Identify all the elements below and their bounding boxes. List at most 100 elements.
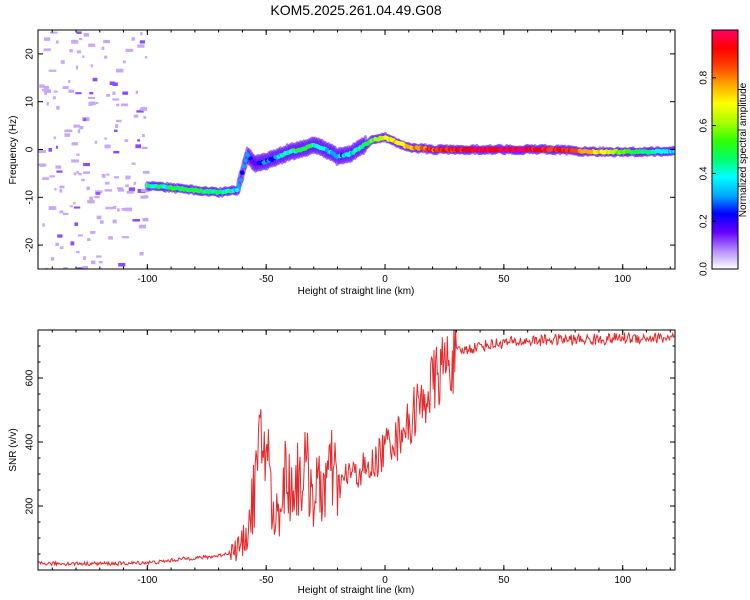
noise-speck — [104, 55, 108, 59]
noise-speck — [68, 80, 71, 83]
noise-speck — [122, 91, 129, 95]
noise-speck — [89, 91, 94, 95]
noise-speck — [90, 260, 96, 265]
noise-speck — [57, 234, 63, 238]
noise-speck — [138, 224, 146, 229]
noise-speck — [74, 222, 78, 226]
noise-speck — [82, 55, 85, 59]
spectrogram-marks — [38, 31, 675, 269]
snr-x-tick-label: -100 — [137, 575, 157, 586]
noise-speck — [73, 206, 81, 209]
colorbar-tick-label: 0.8 — [699, 70, 710, 84]
noise-speck — [118, 263, 126, 267]
ridge-core — [238, 177, 243, 183]
spectrogram-frame — [37, 29, 676, 270]
noise-speck — [125, 175, 131, 180]
snr-x-tick-label: -50 — [259, 575, 274, 586]
noise-speck — [140, 31, 143, 36]
snr-panel: -100 -50 0 50 100 200 400 600 Height of straigh… — [8, 329, 676, 596]
spec-x-tick-label: 50 — [498, 274, 510, 285]
noise-speck — [38, 163, 47, 166]
noise-speck — [121, 236, 130, 239]
noise-speck — [106, 94, 110, 97]
noise-speck — [64, 133, 71, 137]
noise-speck — [104, 137, 107, 140]
spectrogram-ylabel: Frequency (Hz) — [8, 116, 19, 185]
noise-speck — [43, 86, 50, 90]
noise-speck — [79, 38, 83, 41]
noise-speck — [113, 150, 120, 154]
noise-speck — [117, 208, 120, 212]
noise-speck — [141, 146, 148, 150]
noise-speck — [79, 125, 84, 130]
colorbar-label: Normalized spectral amplitude — [738, 82, 749, 217]
noise-speck — [62, 86, 69, 90]
noise-speck — [142, 134, 145, 138]
noise-speck — [76, 31, 82, 34]
noise-speck — [38, 150, 46, 153]
noise-speck — [89, 101, 96, 106]
noise-speck — [42, 223, 45, 227]
snr-frame — [37, 329, 676, 571]
noise-speck — [54, 187, 57, 191]
noise-speck — [59, 210, 64, 214]
noise-speck — [116, 103, 120, 107]
noise-speck — [135, 144, 142, 149]
noise-speck — [76, 153, 80, 156]
snr-y-tick-label: 400 — [25, 433, 36, 450]
spec-x-tick-label: -100 — [137, 274, 157, 285]
noise-speck — [112, 98, 120, 101]
noise-speck — [88, 43, 96, 47]
noise-speck — [143, 115, 146, 119]
noise-speck — [139, 40, 145, 44]
noise-speck — [142, 171, 148, 174]
spec-x-tick-label: 0 — [382, 274, 388, 285]
spec-y-tick-label: 20 — [25, 48, 36, 60]
noise-speck — [56, 170, 63, 173]
noise-speck — [96, 255, 102, 258]
noise-speck — [90, 231, 96, 234]
noise-speck — [95, 190, 103, 193]
noise-speck — [76, 170, 79, 174]
noise-speck — [137, 139, 140, 142]
ridge-core — [672, 149, 675, 154]
noise-speck — [71, 142, 78, 146]
noise-speck — [117, 188, 124, 192]
noise-speck — [94, 140, 98, 144]
noise-speck — [105, 181, 110, 185]
noise-speck — [48, 147, 52, 152]
colorbar-ticks: 0.0 0.2 0.4 0.6 0.8 — [699, 70, 716, 276]
noise-speck — [145, 190, 150, 193]
noise-speck — [104, 144, 111, 149]
noise-speck — [136, 110, 144, 113]
noise-speck — [77, 129, 81, 134]
noise-speck — [133, 181, 137, 185]
noise-speck — [44, 91, 48, 95]
noise-speck — [45, 267, 49, 269]
noise-speck — [103, 39, 110, 44]
snr-x-tick-label: 50 — [498, 575, 510, 586]
noise-speck — [125, 207, 133, 212]
noise-speck — [125, 184, 129, 188]
noise-speck — [104, 189, 113, 192]
noise-speck — [112, 205, 117, 210]
noise-speck — [106, 173, 110, 176]
noise-speck — [55, 165, 62, 169]
noise-speck — [114, 129, 118, 132]
noise-speck — [43, 37, 51, 41]
noise-speck — [131, 162, 136, 165]
noise-speck — [108, 236, 113, 240]
snr-x-tick-label: 100 — [614, 575, 631, 586]
noise-speck — [89, 196, 94, 201]
noise-speck — [43, 48, 51, 52]
noise-speck — [73, 124, 81, 128]
ridge-core — [243, 158, 248, 163]
noise-speck — [81, 178, 85, 182]
noise-speck — [83, 171, 90, 174]
noise-speck — [60, 246, 64, 250]
noise-speck — [139, 252, 144, 256]
noise-speck — [144, 56, 148, 59]
noise-speck — [83, 118, 87, 122]
noise-speck — [96, 215, 102, 220]
